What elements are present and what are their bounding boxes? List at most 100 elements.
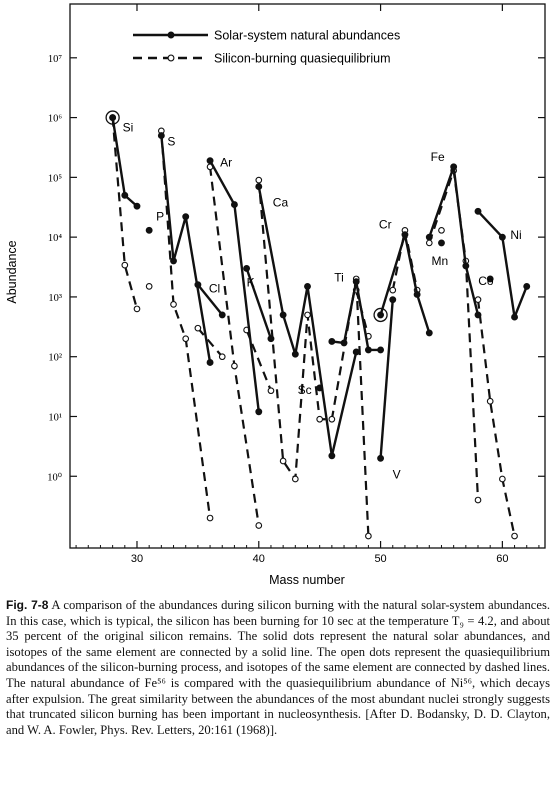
solid-line-ni xyxy=(477,210,528,319)
y-tick-label: 10² xyxy=(48,353,62,364)
abundance-chart: 30 40 50 60 10⁰ 10¹ 10² 10³ 10⁴ 10⁵ 10⁶ 10⁷ Si P S Cl A… xyxy=(5,3,546,587)
caption-text: A comparison of the abundances during si… xyxy=(6,598,550,737)
solid-dot xyxy=(328,337,336,345)
y-tick-label: 10⁰ xyxy=(47,471,63,483)
legend-label-solid: Solar-system natural abundances xyxy=(214,29,400,43)
open-dot xyxy=(218,353,226,361)
circled-point xyxy=(105,110,120,125)
element-label-v: V xyxy=(393,467,401,481)
element-label-ni: Ni xyxy=(510,228,521,242)
open-dot xyxy=(121,261,129,269)
y-tick-label: 10⁷ xyxy=(48,54,63,65)
solid-dot xyxy=(474,207,482,215)
solid-dot xyxy=(450,163,458,171)
y-tick-label: 10⁴ xyxy=(48,233,63,244)
element-label-ti: Ti xyxy=(334,271,344,285)
element-label-p: P xyxy=(156,209,164,223)
legend: Solar-system natural abundances Silicon-b… xyxy=(133,29,400,66)
solid-dot xyxy=(462,262,470,270)
element-label-cr: Cr xyxy=(379,218,392,232)
y-tick-label: 10¹ xyxy=(48,412,62,423)
legend-marker-dashed xyxy=(167,54,175,62)
open-dot xyxy=(389,286,397,294)
open-dot xyxy=(328,415,336,423)
solid-dot xyxy=(243,264,251,272)
solid-dot xyxy=(218,311,226,319)
solid-dot xyxy=(121,191,129,199)
element-label-mn: Mn xyxy=(431,254,448,268)
solar-abundance-series xyxy=(105,110,531,462)
solid-dot xyxy=(304,282,311,290)
solid-dot xyxy=(328,452,336,460)
dashed-line-s xyxy=(160,130,212,519)
solid-dot xyxy=(255,408,263,416)
solid-line-k xyxy=(245,268,273,340)
open-dot xyxy=(194,324,202,332)
y-axis-label: Abundance xyxy=(5,240,19,303)
solid-line-fe xyxy=(428,165,480,316)
open-dot xyxy=(511,532,518,540)
axis-ticks: 30 40 50 60 10⁰ 10¹ 10² 10³ 10⁴ 10⁵ 10⁶ 10⁷ xyxy=(47,4,545,565)
open-dot xyxy=(170,301,177,308)
open-dot xyxy=(425,239,433,247)
dashed-line-k xyxy=(245,329,272,392)
solid-dot xyxy=(230,201,238,209)
open-dot xyxy=(255,176,263,184)
solid-dot xyxy=(109,114,117,122)
dashed-line-fe xyxy=(428,169,480,501)
solid-dot xyxy=(377,346,385,354)
solid-line-cr xyxy=(379,233,431,334)
element-label-fe: Fe xyxy=(431,150,445,164)
open-dot xyxy=(474,296,482,304)
solid-dot xyxy=(352,348,360,356)
solid-line-v xyxy=(379,299,394,459)
solid-dot xyxy=(157,132,165,140)
solid-dot xyxy=(340,339,348,347)
x-tick-label: 40 xyxy=(253,553,265,565)
solid-dot xyxy=(364,346,372,354)
element-label-si: Si xyxy=(123,121,134,135)
y-tick-label: 10⁶ xyxy=(48,114,63,125)
solid-dot xyxy=(474,311,482,319)
solid-dot xyxy=(316,384,324,392)
element-label-sc: Sc xyxy=(298,383,312,397)
open-dot xyxy=(316,415,324,423)
element-labels: Si P S Cl Ar Ca K Sc Ti V Cr Fe Mn Co Ni xyxy=(123,121,522,482)
open-dot xyxy=(255,522,263,529)
open-dot xyxy=(486,397,494,405)
x-tick-label: 60 xyxy=(496,553,508,565)
element-label-s: S xyxy=(167,135,175,149)
open-dot xyxy=(133,305,141,313)
solid-dot xyxy=(182,213,190,221)
solid-dot xyxy=(145,226,153,234)
figure-caption: Fig. 7-8 A comparison of the abundances … xyxy=(6,598,550,738)
open-dot xyxy=(279,457,287,465)
solid-dot xyxy=(523,282,531,290)
solid-dot xyxy=(206,359,214,366)
solid-dot xyxy=(267,335,275,343)
y-tick-label: 10³ xyxy=(48,293,62,304)
open-dot xyxy=(499,475,506,483)
open-dot xyxy=(206,514,214,522)
legend-label-dashed: Silicon-burning quasiequilibrium xyxy=(214,52,390,66)
dashed-line-ca xyxy=(257,180,370,537)
solid-dot xyxy=(425,233,433,241)
solid-dot xyxy=(291,350,299,358)
element-label-cl: Cl xyxy=(209,282,220,296)
solid-dot xyxy=(255,183,263,191)
solid-dot xyxy=(170,257,177,265)
element-label-k: K xyxy=(247,275,255,289)
solid-line-ca xyxy=(257,186,358,457)
open-dot xyxy=(231,362,238,370)
solid-dot xyxy=(352,278,360,286)
solid-dot xyxy=(377,311,385,319)
open-dot xyxy=(304,311,311,319)
open-dot xyxy=(474,496,482,504)
element-label-co: Co xyxy=(478,274,494,288)
solid-dot xyxy=(498,233,506,241)
solid-dot xyxy=(413,290,421,298)
open-dot xyxy=(145,283,153,290)
solid-dot xyxy=(389,296,397,304)
open-dot xyxy=(438,226,445,234)
open-dot xyxy=(267,387,275,395)
